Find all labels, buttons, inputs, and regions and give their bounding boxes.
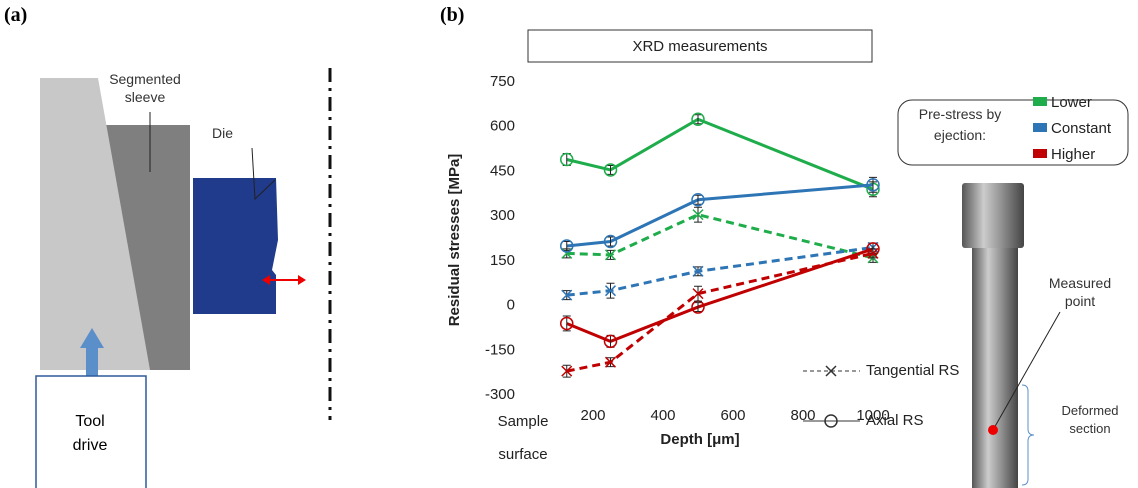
marker (603, 234, 618, 249)
legend-swatch (1033, 97, 1047, 106)
die-label: Die (212, 125, 234, 141)
point (988, 425, 998, 435)
y-tick-label: 150 (490, 252, 515, 269)
panel-label: (a) (4, 4, 28, 26)
y-tick-label: 0 (507, 297, 515, 314)
x-tick-label: 800 (790, 407, 815, 424)
marker (692, 265, 704, 277)
y-tick-label: 450 (490, 162, 515, 179)
series-line (566, 247, 874, 343)
x-tick-label: 200 (580, 407, 605, 424)
arrow-head (262, 275, 270, 285)
series-line (566, 245, 874, 297)
marker (692, 288, 704, 300)
series-line (566, 183, 874, 248)
error-bar (869, 176, 877, 193)
legend-label: Higher (1051, 146, 1095, 163)
leader (992, 311, 1061, 431)
marker (603, 163, 618, 177)
panel-label: (b) (440, 4, 465, 26)
marker (560, 316, 574, 331)
marker (561, 289, 573, 301)
arrow-head (80, 328, 104, 348)
error-bar (562, 315, 571, 332)
error-bar (562, 240, 571, 251)
marker (691, 112, 705, 127)
x-tick-label: 400 (650, 407, 675, 424)
marker (604, 356, 617, 368)
section-label: Deformed section (1061, 403, 1119, 436)
marker (604, 285, 617, 297)
legend-marker (824, 414, 838, 428)
error-bar (694, 302, 702, 313)
legend-swatch (1033, 149, 1047, 158)
y-tick-label: 300 (490, 207, 515, 224)
marker (561, 365, 573, 377)
legend-swatch (1033, 123, 1047, 132)
tube-top (962, 183, 1024, 248)
y-tick-label: -300 (485, 386, 515, 403)
error-bar (606, 164, 615, 175)
legend-label: Axial RS (866, 412, 924, 429)
marker (560, 239, 574, 253)
legend-label: Tangential RS (866, 362, 959, 379)
punch (40, 78, 150, 370)
y-axis-label: Residual stresses [MPa] (446, 154, 463, 327)
legend-title: Pre-stress by ejection: (918, 106, 1002, 143)
legend-marker (825, 365, 837, 377)
error-bar (606, 236, 615, 247)
tool-label: Tool drive (72, 413, 108, 454)
x-axis-label: Depth [μm] (660, 431, 739, 448)
y-tick-label: 750 (490, 73, 515, 90)
legend-box (897, 99, 1129, 166)
marker (604, 249, 617, 261)
y-tick-label: -150 (485, 341, 515, 358)
point-label: Measured point (1048, 275, 1112, 309)
arrow-head (298, 275, 306, 285)
x-tick-label: 1000 (856, 407, 889, 424)
marker (603, 334, 618, 349)
error-bar (694, 114, 702, 125)
marker (867, 247, 879, 259)
series-line (566, 213, 874, 260)
error-bar (694, 194, 702, 205)
tool-box (35, 375, 147, 488)
series-line (566, 117, 874, 191)
chart-title: XRD measurements (632, 38, 767, 55)
sleeve-label: Segmented sleeve (109, 71, 181, 105)
brace (1021, 384, 1035, 486)
title-box (527, 29, 873, 63)
legend-label: Constant (1051, 120, 1112, 137)
x-tick-label: 600 (720, 407, 745, 424)
marker (692, 209, 704, 221)
y-tick-label: 600 (490, 118, 515, 135)
legend-label: Lower (1051, 94, 1092, 111)
tube (972, 240, 1018, 488)
marker (560, 152, 574, 167)
x-tick-label: Sample surface (497, 413, 549, 463)
die-shape (193, 178, 278, 314)
marker (691, 192, 705, 207)
marker (866, 178, 880, 192)
arrow-shaft (86, 346, 98, 380)
leader (251, 147, 276, 201)
series-line (566, 251, 874, 373)
